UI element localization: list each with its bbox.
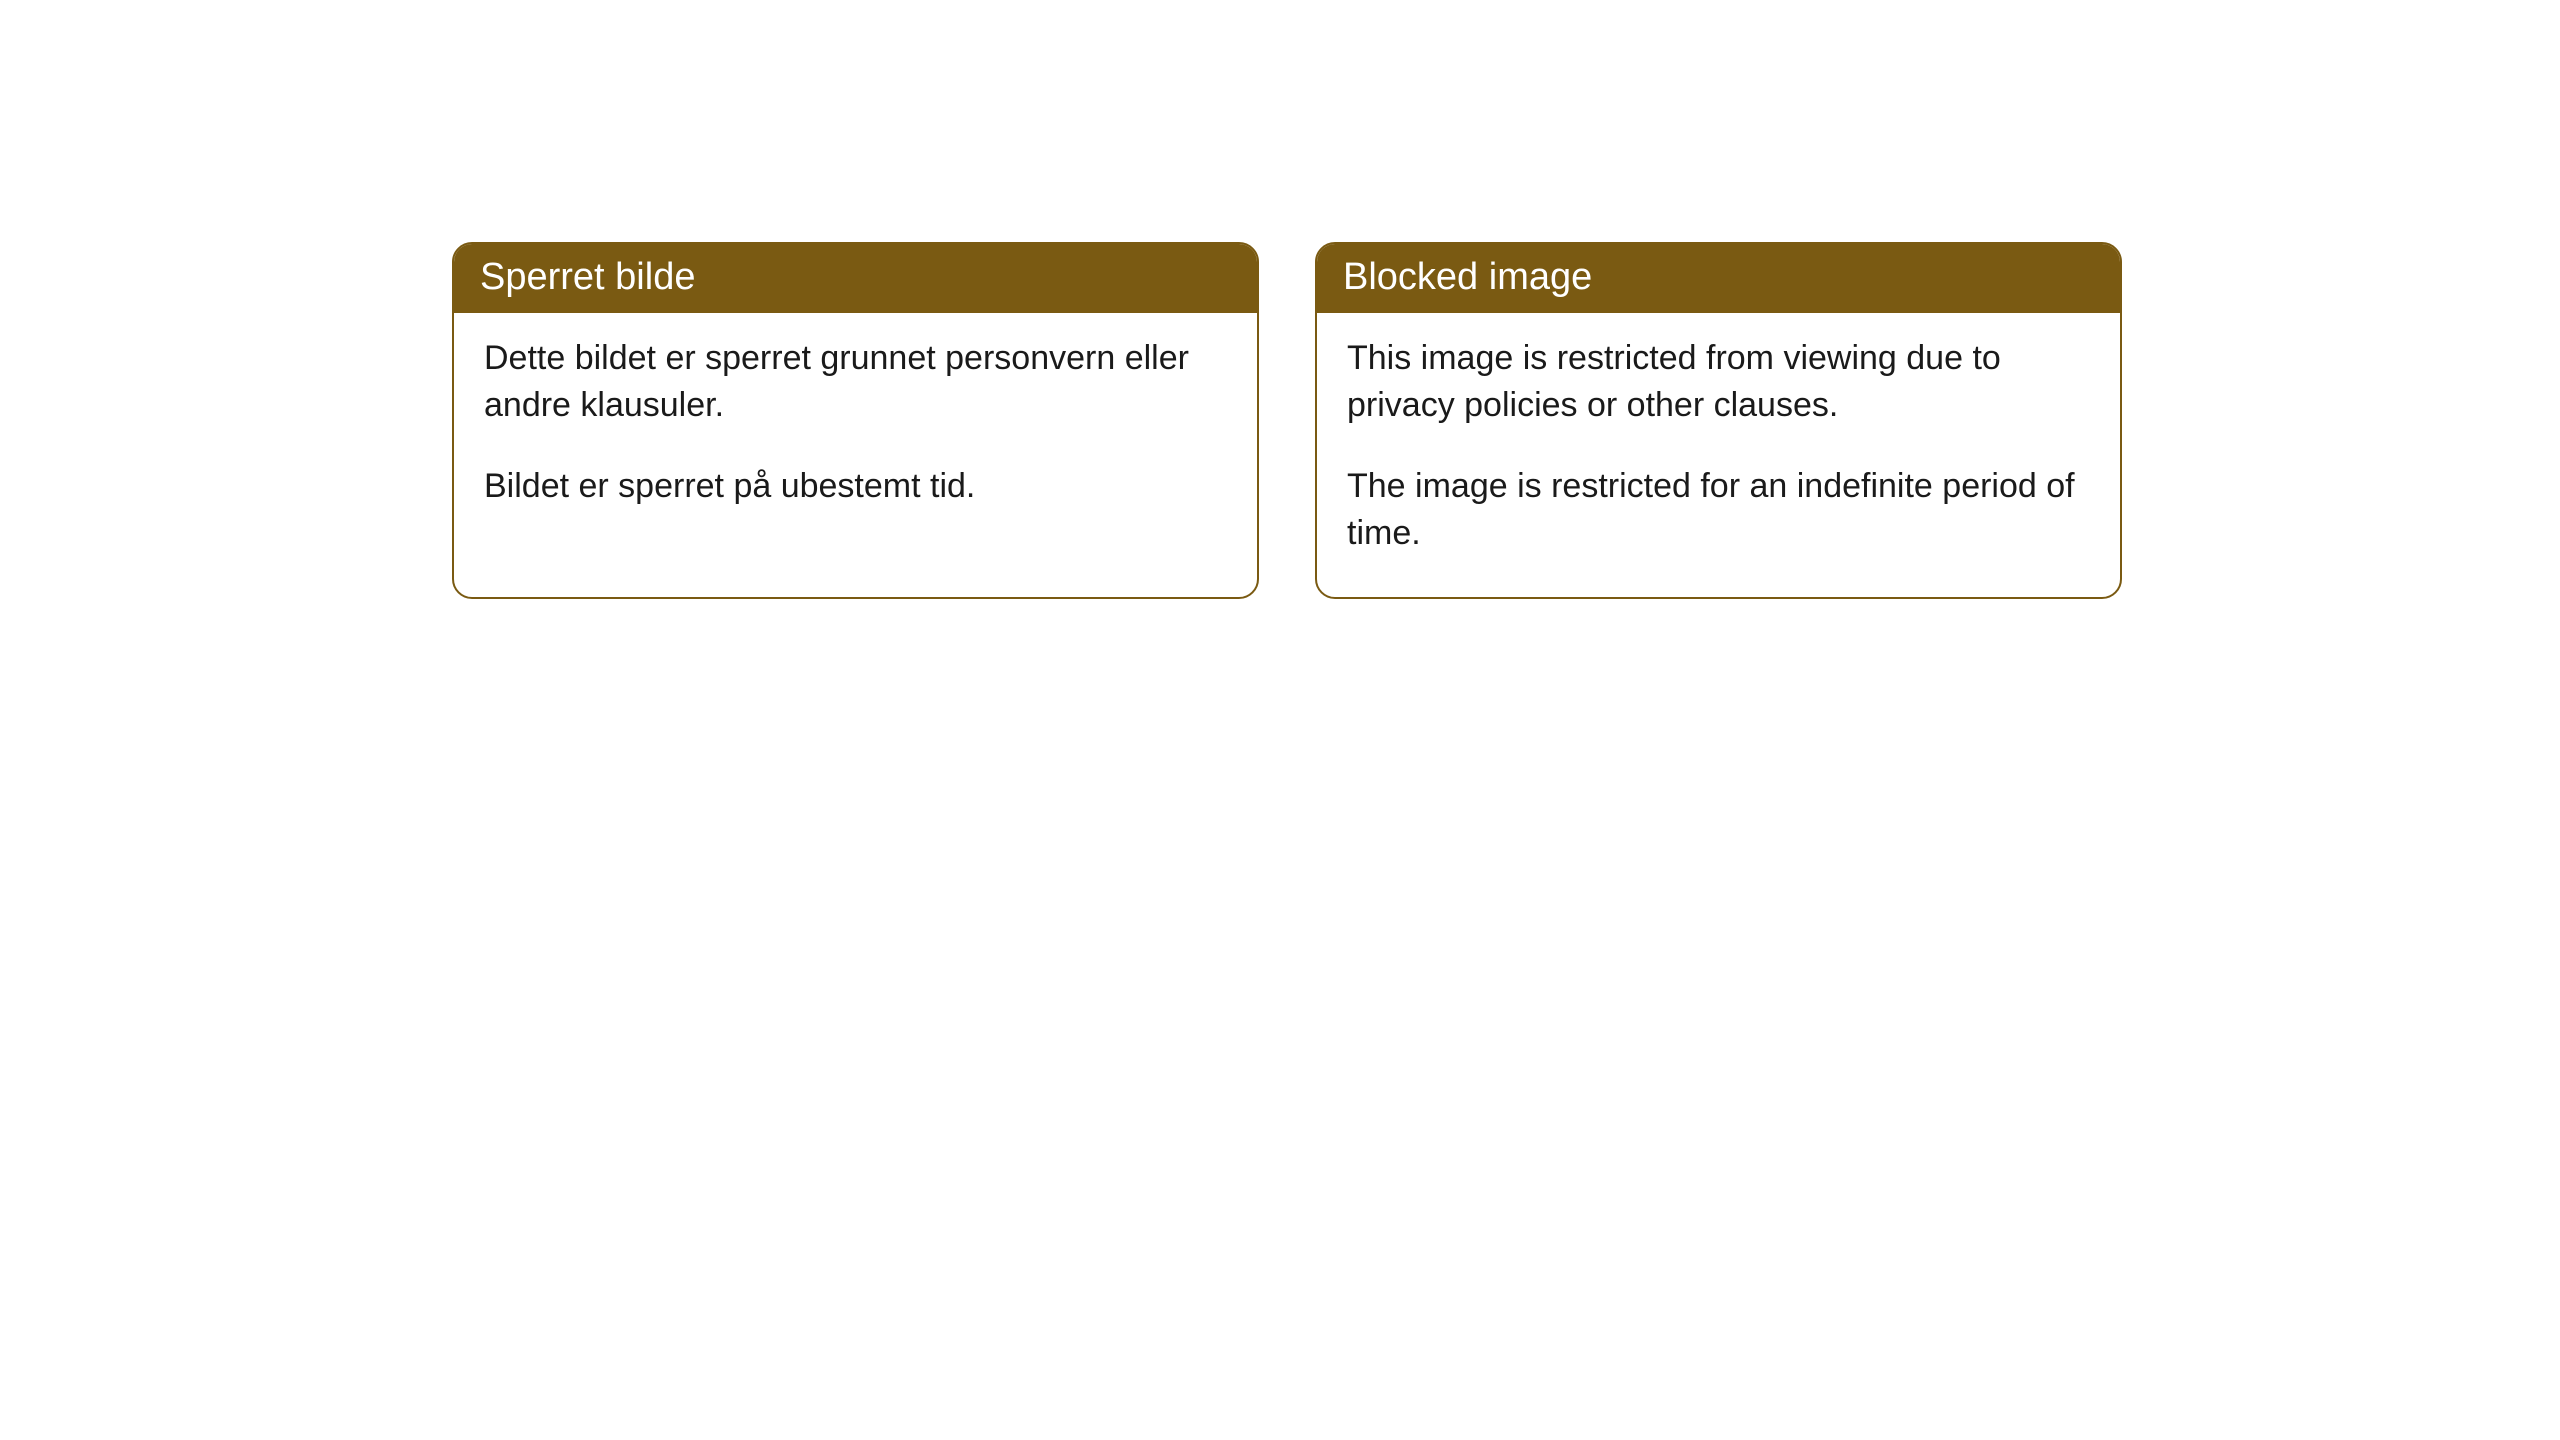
card-body: This image is restricted from viewing du… [1317,313,2120,597]
card-body: Dette bildet er sperret grunnet personve… [454,313,1257,550]
card-header: Sperret bilde [454,244,1257,313]
blocked-image-card-english: Blocked image This image is restricted f… [1315,242,2122,599]
card-paragraph: This image is restricted from viewing du… [1347,335,2090,429]
cards-container: Sperret bilde Dette bildet er sperret gr… [0,0,2560,599]
card-paragraph: Dette bildet er sperret grunnet personve… [484,335,1227,429]
blocked-image-card-norwegian: Sperret bilde Dette bildet er sperret gr… [452,242,1259,599]
card-header: Blocked image [1317,244,2120,313]
card-paragraph: Bildet er sperret på ubestemt tid. [484,463,1227,510]
card-paragraph: The image is restricted for an indefinit… [1347,463,2090,557]
